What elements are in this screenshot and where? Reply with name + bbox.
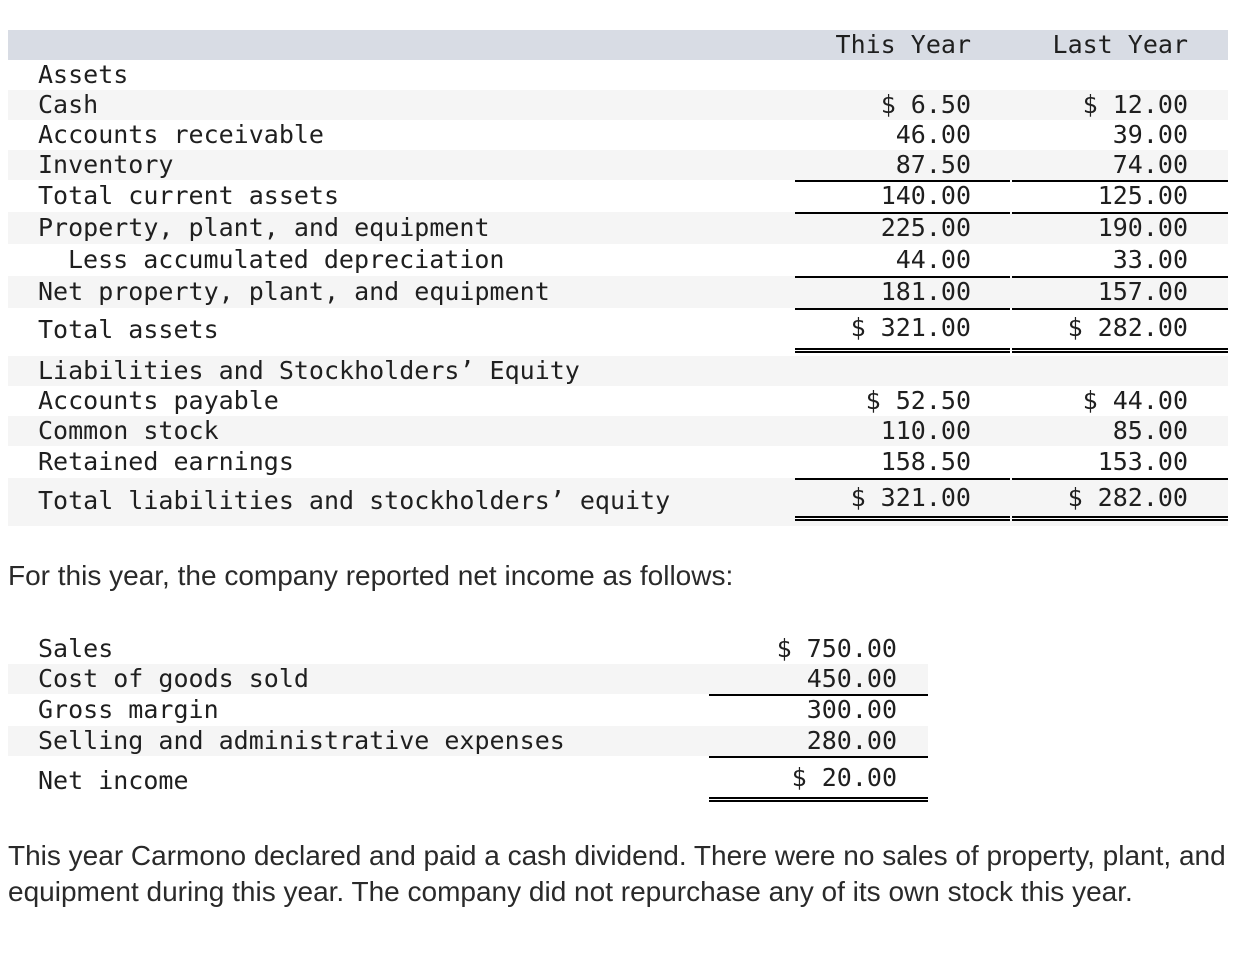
subtotal-rule xyxy=(1012,180,1228,182)
double-underline xyxy=(1012,516,1228,521)
value-this-year: 181.00 xyxy=(880,277,971,306)
row-label: Total assets xyxy=(38,315,219,344)
value-last-year: $ 12.00 xyxy=(1082,90,1188,119)
balance-sheet-table: This Year Last Year Assets Cash $ 6.50 $… xyxy=(8,30,1228,526)
table-row-property-plant-equipment: Property, plant, and equipment 225.00 19… xyxy=(8,212,1228,244)
value-this-year: 44.00 xyxy=(895,245,971,274)
row-label: Common stock xyxy=(38,416,219,445)
subtotal-rule xyxy=(795,308,1010,310)
row-label: Liabilities and Stockholders’ Equity xyxy=(38,356,580,385)
subtotal-rule xyxy=(1012,276,1228,278)
double-underline xyxy=(709,797,928,802)
row-label: Accounts receivable xyxy=(38,120,324,149)
section-heading-liabilities-equity: Liabilities and Stockholders’ Equity xyxy=(8,356,1228,386)
row-label: Accounts payable xyxy=(38,386,279,415)
value-this-year: 46.00 xyxy=(895,120,971,149)
table-row-accumulated-depreciation: Less accumulated depreciation 44.00 33.0… xyxy=(8,244,1228,276)
table-row-accounts-payable: Accounts payable $ 52.50 $ 44.00 xyxy=(8,386,1228,416)
column-header-this-year: This Year xyxy=(835,30,971,59)
row-label: Cost of goods sold xyxy=(38,664,309,693)
value-last-year: 85.00 xyxy=(1112,416,1188,445)
row-value: 450.00 xyxy=(806,664,897,693)
table-row-net-income: Net income $ 20.00 xyxy=(8,756,928,806)
row-value: 300.00 xyxy=(806,695,897,724)
table-row-sales: Sales $ 750.00 xyxy=(8,632,928,664)
row-label: Assets xyxy=(38,60,129,89)
table-row-cash: Cash $ 6.50 $ 12.00 xyxy=(8,90,1228,120)
subtotal-rule xyxy=(709,694,928,696)
row-label: Property, plant, and equipment xyxy=(38,213,490,242)
table-row-total-current-assets: Total current assets 140.00 125.00 xyxy=(8,180,1228,212)
income-statement-table: Sales $ 750.00 Cost of goods sold 450.00… xyxy=(8,632,928,806)
value-this-year: $ 6.50 xyxy=(880,90,971,119)
row-value: $ 20.00 xyxy=(791,763,897,792)
row-label: Sales xyxy=(38,634,114,663)
row-label: Inventory xyxy=(38,150,174,179)
row-label: Less accumulated depreciation xyxy=(68,245,505,274)
value-last-year: 125.00 xyxy=(1097,181,1188,210)
value-last-year: 190.00 xyxy=(1097,213,1188,242)
subtotal-rule xyxy=(795,478,1010,480)
subtotal-rule xyxy=(795,180,1010,182)
row-label: Retained earnings xyxy=(38,447,294,476)
table-row-accounts-receivable: Accounts receivable 46.00 39.00 xyxy=(8,120,1228,150)
row-label: Gross margin xyxy=(38,695,219,724)
subtotal-rule xyxy=(795,212,1010,214)
value-last-year: 153.00 xyxy=(1097,447,1188,476)
subtotal-rule xyxy=(1012,212,1228,214)
table-row-common-stock: Common stock 110.00 85.00 xyxy=(8,416,1228,446)
table-row-gross-margin: Gross margin 300.00 xyxy=(8,694,928,726)
value-this-year: 158.50 xyxy=(880,447,971,476)
value-last-year: 39.00 xyxy=(1112,120,1188,149)
value-this-year: 110.00 xyxy=(880,416,971,445)
income-intro-text: For this year, the company reported net … xyxy=(8,560,734,591)
column-header-last-year: Last Year xyxy=(1052,30,1188,59)
value-this-year: $ 321.00 xyxy=(850,313,971,342)
row-label: Total current assets xyxy=(38,181,340,210)
subtotal-rule xyxy=(795,276,1010,278)
subtotal-rule xyxy=(1012,308,1228,310)
balance-sheet-header-row: This Year Last Year xyxy=(8,30,1228,60)
value-this-year: $ 321.00 xyxy=(850,483,971,512)
value-last-year: $ 282.00 xyxy=(1067,483,1188,512)
double-underline xyxy=(795,516,1010,521)
value-this-year: 225.00 xyxy=(880,213,971,242)
subtotal-rule xyxy=(709,756,928,758)
table-row-retained-earnings: Retained earnings 158.50 153.00 xyxy=(8,446,1228,478)
double-underline xyxy=(1012,348,1228,353)
table-row-net-ppe: Net property, plant, and equipment 181.0… xyxy=(8,276,1228,308)
value-this-year: $ 52.50 xyxy=(865,386,971,415)
double-underline xyxy=(795,348,1010,353)
row-label: Total liabilities and stockholders’ equi… xyxy=(38,486,671,515)
value-this-year: 140.00 xyxy=(880,181,971,210)
subtotal-rule xyxy=(1012,478,1228,480)
value-last-year: $ 44.00 xyxy=(1082,386,1188,415)
row-label: Selling and administrative expenses xyxy=(38,726,565,755)
value-last-year: $ 282.00 xyxy=(1067,313,1188,342)
row-label: Net income xyxy=(38,766,189,795)
value-this-year: 87.50 xyxy=(895,150,971,179)
table-row-inventory: Inventory 87.50 74.00 xyxy=(8,150,1228,180)
row-label: Cash xyxy=(38,90,99,119)
value-last-year: 33.00 xyxy=(1112,245,1188,274)
value-last-year: 157.00 xyxy=(1097,277,1188,306)
row-value: 280.00 xyxy=(806,726,897,755)
row-label: Net property, plant, and equipment xyxy=(38,277,550,306)
section-heading-assets: Assets xyxy=(8,60,1228,90)
table-row-total-liabilities-equity: Total liabilities and stockholders’ equi… xyxy=(8,478,1228,526)
row-value: $ 750.00 xyxy=(776,634,897,663)
value-last-year: 74.00 xyxy=(1112,150,1188,179)
footer-paragraph: This year Carmono declared and paid a ca… xyxy=(8,840,1226,907)
table-row-selling-admin-expenses: Selling and administrative expenses 280.… xyxy=(8,726,928,756)
table-row-total-assets: Total assets $ 321.00 $ 282.00 xyxy=(8,308,1228,356)
table-row-cost-of-goods-sold: Cost of goods sold 450.00 xyxy=(8,664,928,694)
